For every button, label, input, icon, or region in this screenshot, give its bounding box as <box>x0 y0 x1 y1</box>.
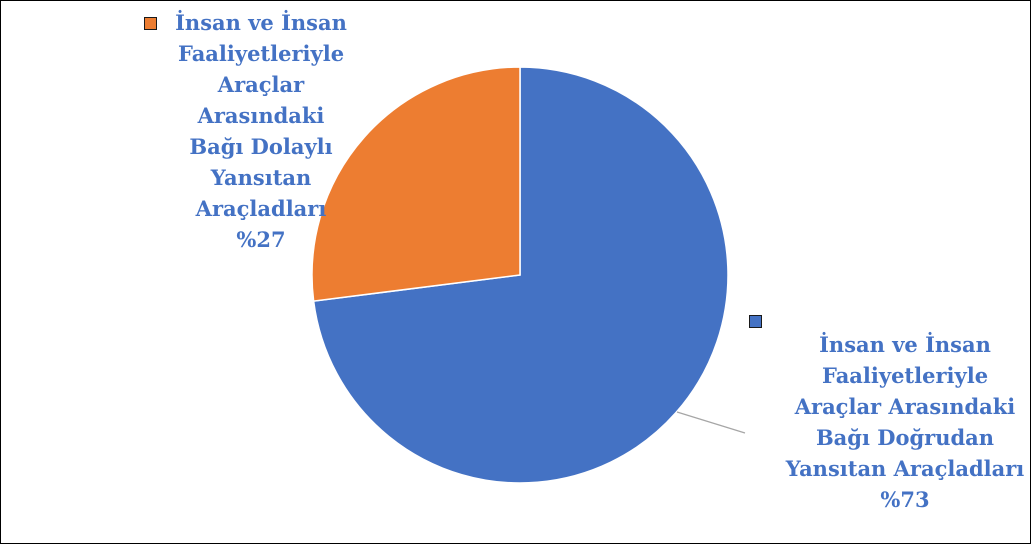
pie-slices <box>311 66 729 484</box>
data-label-direct: İnsan ve İnsan Faaliyetleriyle Araçlar A… <box>785 332 1025 512</box>
pie-slice-indirect <box>311 66 521 302</box>
leader-line-direct <box>676 411 746 434</box>
pie-slice-direct <box>312 66 729 484</box>
legend-key-indirect <box>144 17 157 30</box>
legend-key-direct <box>749 315 762 328</box>
data-label-indirect: İnsan ve İnsan Faaliyetleriyle Araçlar A… <box>175 10 347 252</box>
